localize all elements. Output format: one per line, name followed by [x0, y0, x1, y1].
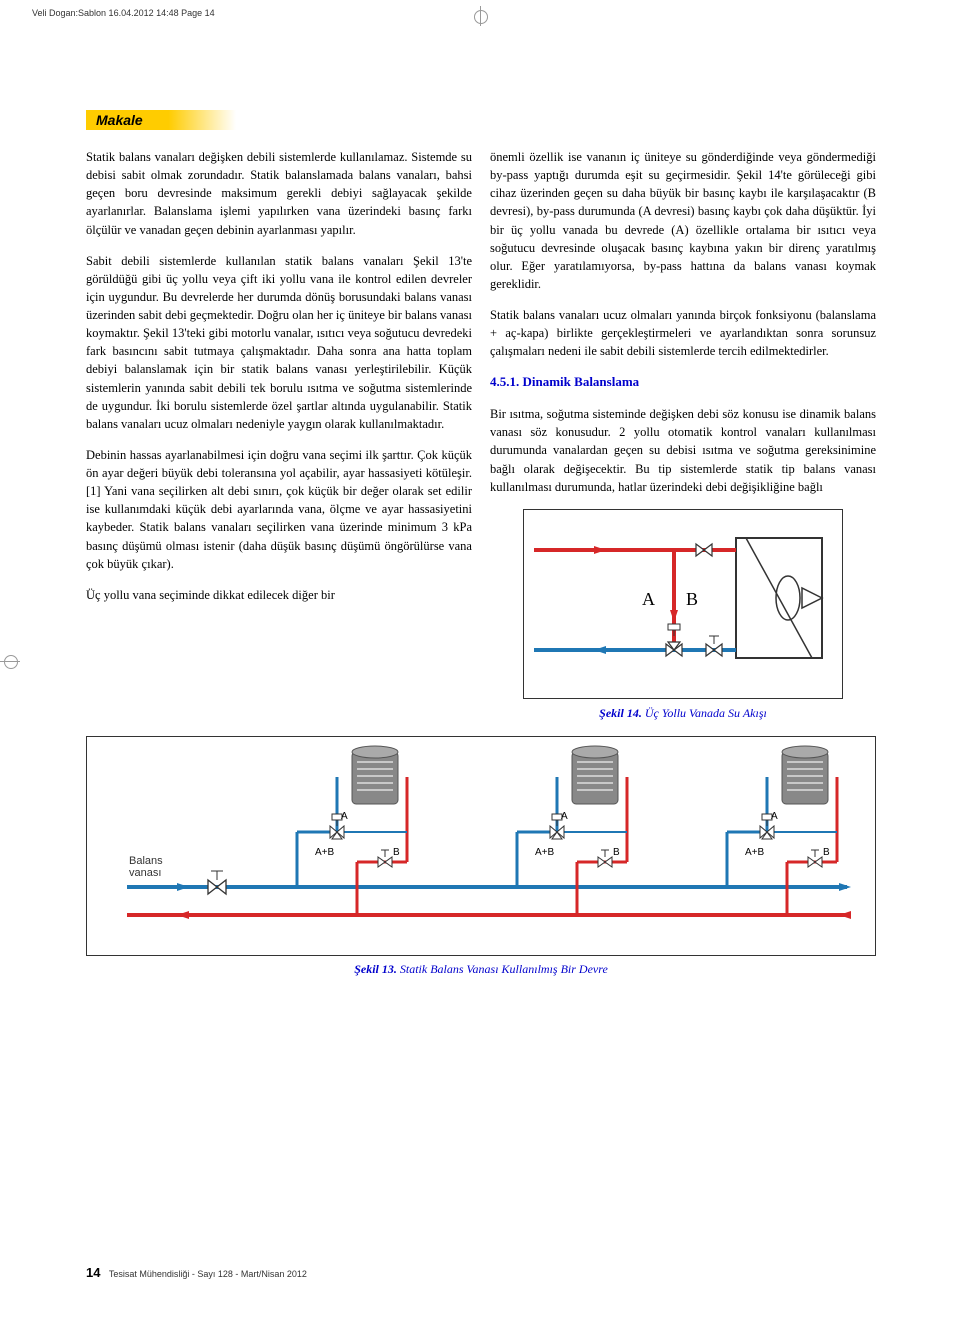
svg-text:A: A	[341, 811, 348, 822]
paragraph: Statik balans vanaları değişken debili s…	[86, 148, 472, 239]
svg-text:A+B: A+B	[315, 847, 335, 858]
svg-text:B: B	[613, 847, 620, 858]
svg-text:A: A	[561, 811, 568, 822]
balance-valve-label: Balans vanası	[129, 855, 163, 879]
caption-text: Üç Yollu Vanada Su Akışı	[642, 706, 767, 720]
paragraph: Sabit debili sistemlerde kullanılan stat…	[86, 252, 472, 433]
page-footer: 14 Tesisat Mühendisliği - Sayı 128 - Mar…	[86, 1265, 307, 1280]
subheading: 4.5.1. Dinamik Balanslama	[490, 374, 639, 389]
two-column-layout: Statik balans vanaları değişken debili s…	[86, 148, 876, 722]
column-right: önemli özellik ise vananın iç üniteye su…	[490, 148, 876, 722]
paragraph: Üç yollu vana seçiminde dikkat edilecek …	[86, 586, 472, 604]
crop-mark-icon	[2, 653, 18, 669]
circuit-units-icon: A A+B B	[87, 737, 877, 957]
svg-text:A: A	[771, 811, 778, 822]
svg-text:B: B	[823, 847, 830, 858]
crop-mark-icon	[472, 8, 488, 24]
page-content: Makale Statik balans vanaları değişken d…	[86, 110, 876, 977]
paragraph: 4.5.1. Dinamik Balanslama	[490, 373, 876, 392]
section-label: Makale	[86, 110, 236, 130]
caption-text: Statik Balans Vanası Kullanılmış Bir Dev…	[397, 962, 608, 976]
svg-text:A+B: A+B	[745, 847, 765, 858]
flow-diagram-icon: A B	[524, 510, 844, 700]
svg-text:B: B	[393, 847, 400, 858]
svg-text:A+B: A+B	[535, 847, 555, 858]
label-b: B	[686, 589, 698, 609]
caption-bold: Şekil 13.	[354, 962, 397, 976]
paragraph: Statik balans vanaları ucuz olmaları yan…	[490, 306, 876, 360]
caption-bold: Şekil 14.	[599, 706, 642, 720]
label-a: A	[642, 589, 655, 609]
figure-13-caption: Şekil 13. Statik Balans Vanası Kullanılm…	[86, 962, 876, 977]
column-left: Statik balans vanaları değişken debili s…	[86, 148, 472, 722]
page-number: 14	[86, 1265, 100, 1280]
paragraph: önemli özellik ise vananın iç üniteye su…	[490, 148, 876, 293]
figure-14-diagram: A B	[523, 509, 843, 699]
figure-13-diagram: A A+B B	[86, 736, 876, 956]
paragraph: Debinin hassas ayarlanabilmesi için doğr…	[86, 446, 472, 573]
print-header: Veli Dogan:Sablon 16.04.2012 14:48 Page …	[32, 8, 215, 18]
paragraph: Bir ısıtma, soğutma sisteminde değişken …	[490, 405, 876, 496]
footer-text: Tesisat Mühendisliği - Sayı 128 - Mart/N…	[109, 1269, 307, 1279]
figure-14-caption: Şekil 14. Üç Yollu Vanada Su Akışı	[490, 705, 876, 722]
